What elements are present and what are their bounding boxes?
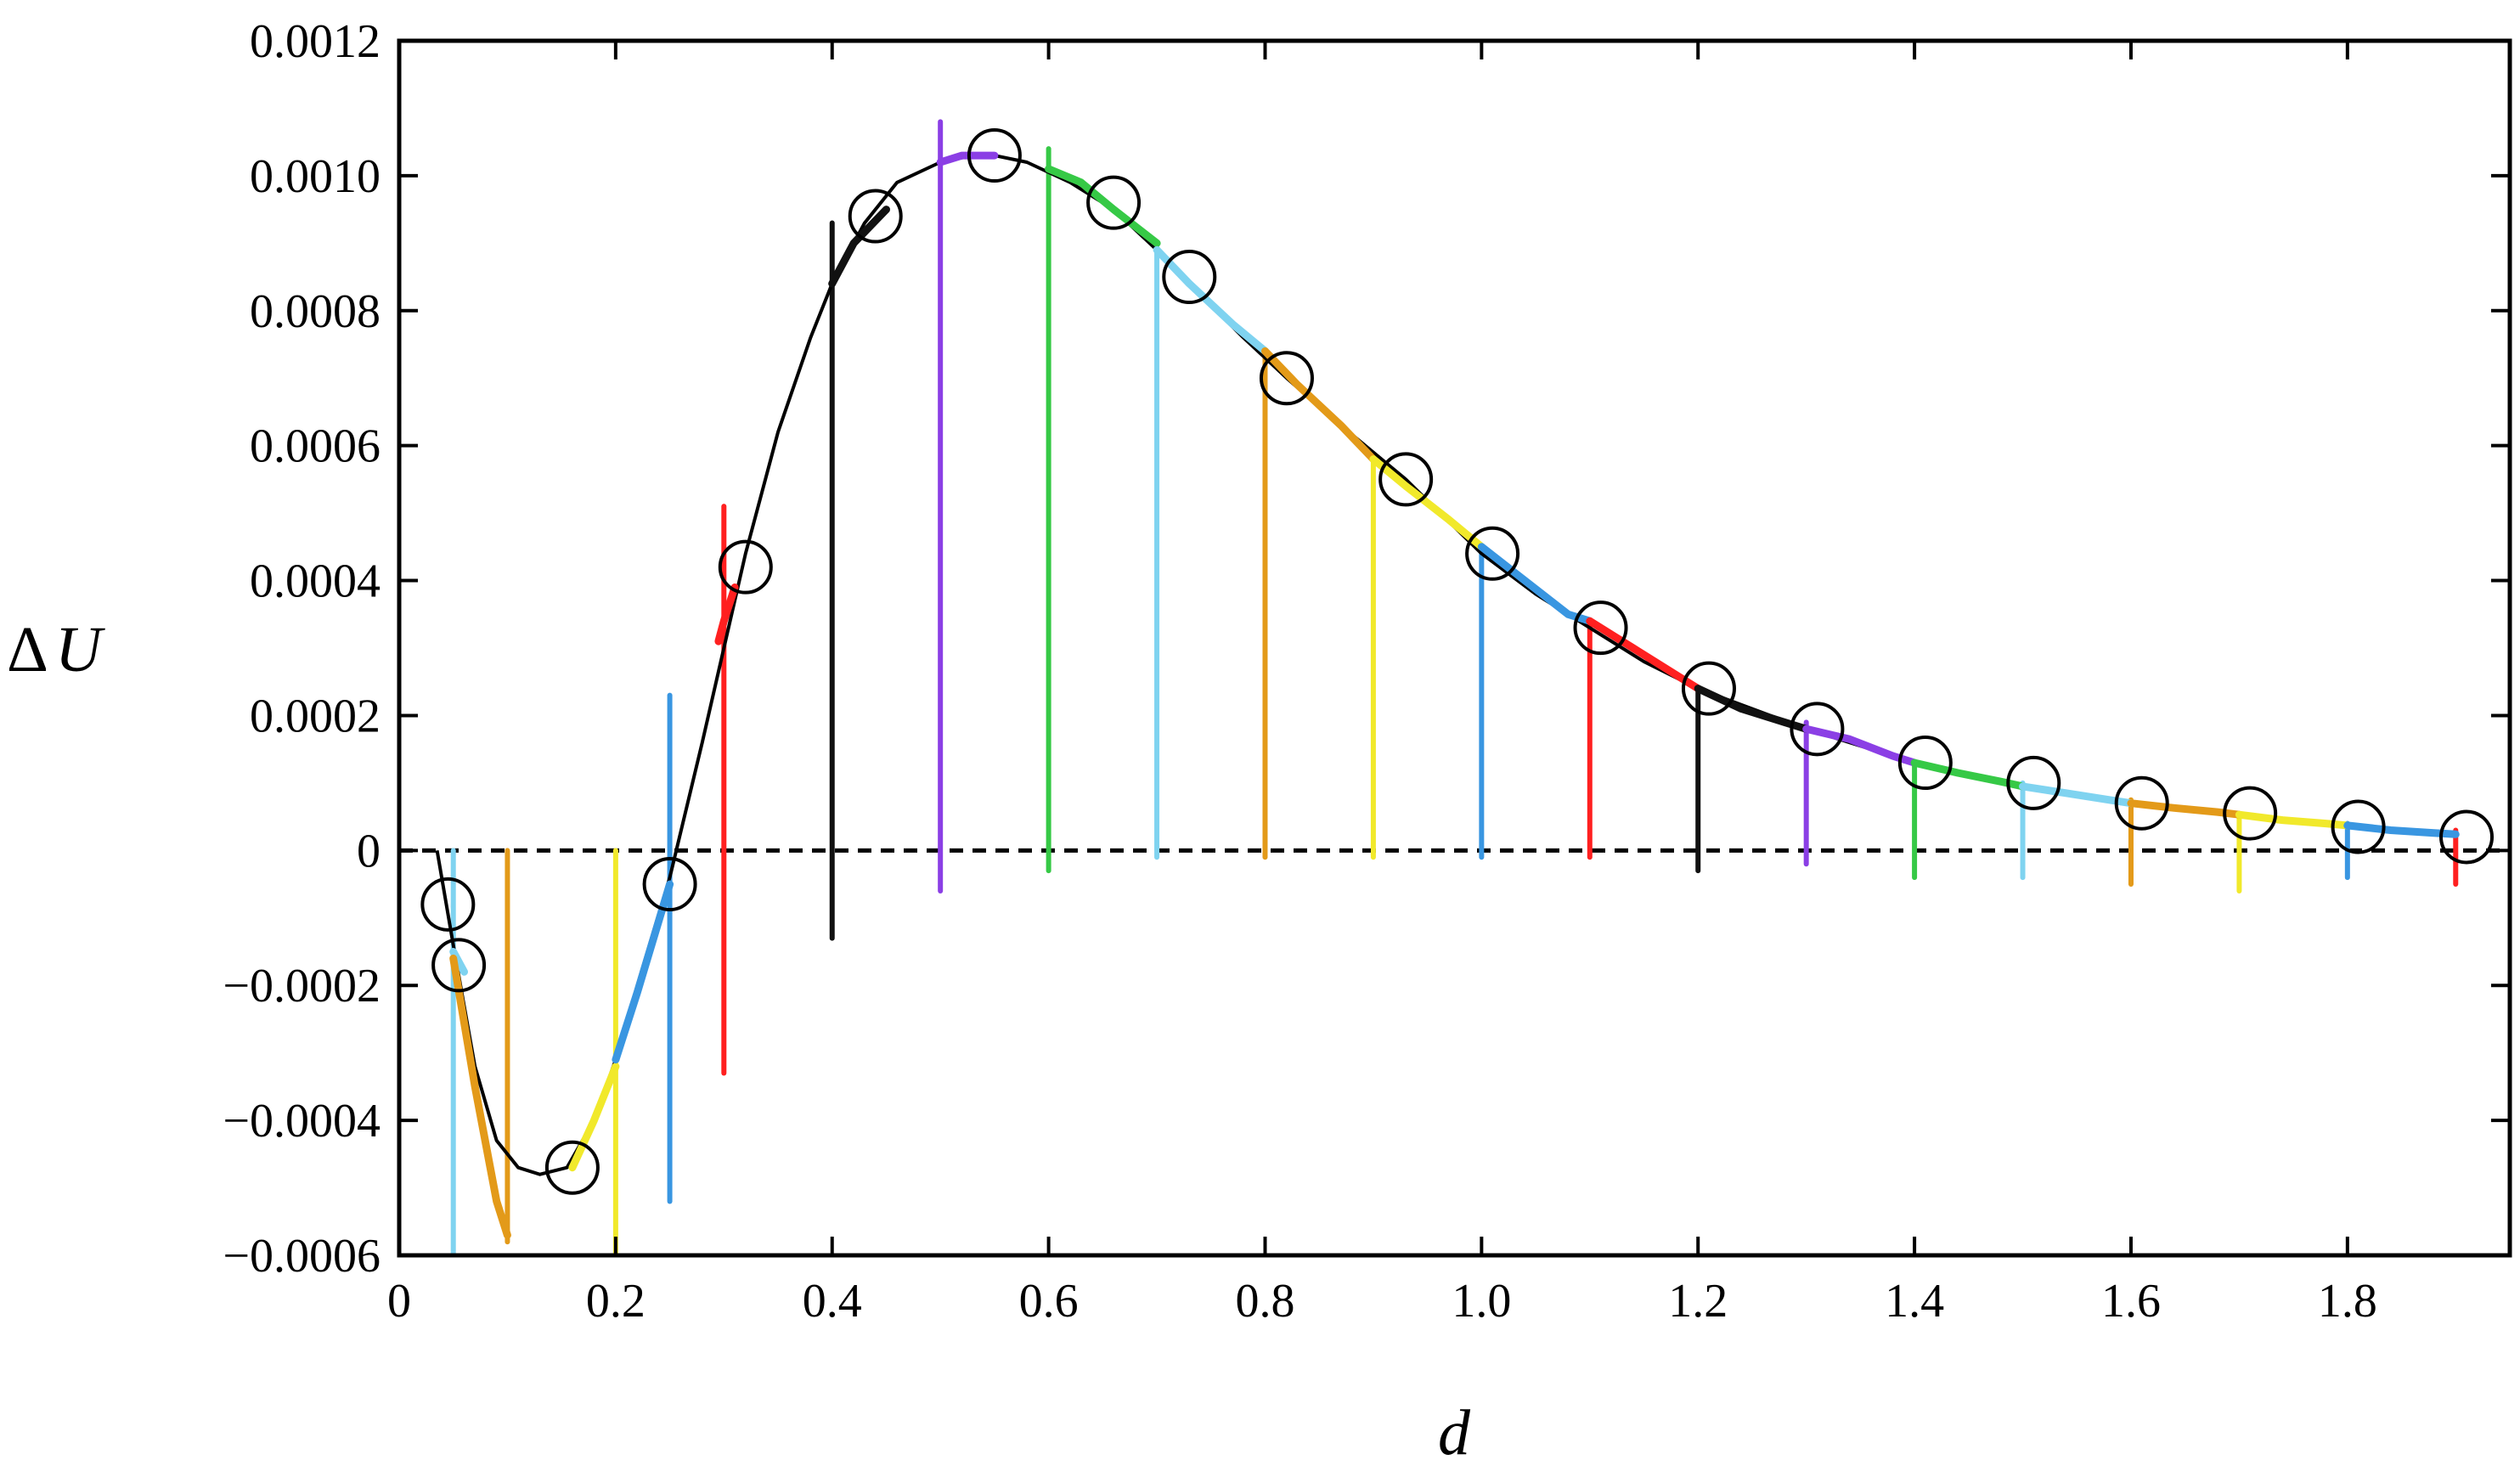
x-tick-label-2: 0.4 bbox=[803, 1275, 862, 1328]
data-circle-20 bbox=[2439, 809, 2495, 865]
series-segment-19 bbox=[2343, 821, 2460, 838]
data-circle-17 bbox=[2114, 775, 2169, 831]
series-segment-13 bbox=[1694, 685, 1811, 733]
data-circle-1 bbox=[431, 938, 487, 993]
x-axis-ticks: 0 0.2 0.4 0.6 0.8 1.0 1.2 1.4 1.6 1.8 bbox=[387, 41, 2377, 1328]
data-circle-6 bbox=[967, 128, 1022, 183]
series-segment-9 bbox=[1261, 347, 1378, 464]
x-tick-label-9: 1.8 bbox=[2318, 1275, 2377, 1328]
data-circle-14 bbox=[1790, 702, 1845, 757]
series-segment-16 bbox=[2019, 782, 2135, 808]
series-segment-2 bbox=[568, 1063, 620, 1172]
y-tick-label-6: 0.0006 bbox=[250, 420, 381, 473]
data-circle-13 bbox=[1681, 661, 1736, 716]
x-tick-label-5: 1.0 bbox=[1452, 1275, 1511, 1328]
x-tick-label-6: 1.2 bbox=[1668, 1275, 1728, 1328]
series-segment-18 bbox=[2235, 810, 2352, 830]
y-tick-label-5: 0.0004 bbox=[250, 555, 381, 608]
y-tick-label-8: 0.0010 bbox=[250, 150, 381, 203]
data-circle-5 bbox=[848, 189, 903, 244]
x-tick-label-4: 0.8 bbox=[1235, 1275, 1294, 1328]
series-segment-4 bbox=[714, 583, 739, 645]
y-axis-label-symbol: Δ bbox=[7, 614, 48, 685]
data-circles bbox=[420, 128, 2495, 1195]
y-axis-label-variable: U bbox=[55, 614, 105, 685]
y-axis-ticks: −0.0006 −0.0004 −0.0002 0 0.0002 0.0004 0.0006… bbox=[223, 15, 2510, 1283]
data-circle-18 bbox=[2223, 786, 2278, 841]
plot-frame bbox=[397, 38, 2512, 1258]
series-curve-segments bbox=[449, 151, 2460, 1239]
series-segment-7 bbox=[1045, 165, 1161, 247]
data-circle-4 bbox=[718, 539, 773, 595]
series-segment-5 bbox=[828, 206, 890, 288]
plot-area bbox=[399, 119, 2510, 1255]
x-tick-label-0: 0 bbox=[387, 1275, 411, 1328]
series-segment-12 bbox=[1586, 617, 1702, 693]
series-segment-14 bbox=[1802, 724, 1919, 767]
y-tick-label-4: 0.0002 bbox=[250, 690, 381, 742]
data-circle-15 bbox=[1897, 736, 1953, 791]
x-tick-label-8: 1.6 bbox=[2101, 1275, 2161, 1328]
series-segment-17 bbox=[2127, 799, 2243, 819]
data-circle-0 bbox=[420, 877, 476, 932]
y-tick-label-9: 0.0012 bbox=[250, 15, 381, 68]
data-circle-16 bbox=[2006, 755, 2061, 810]
x-tick-label-1: 0.2 bbox=[586, 1275, 646, 1328]
y-tick-label-2: −0.0002 bbox=[223, 960, 381, 1012]
data-circle-8 bbox=[1162, 250, 1217, 305]
data-circle-2 bbox=[544, 1140, 600, 1195]
x-axis-label: d bbox=[1438, 1397, 1471, 1469]
series-segment-15 bbox=[1910, 758, 2027, 791]
series-segment-3 bbox=[612, 880, 674, 1064]
data-circle-7 bbox=[1086, 175, 1142, 230]
data-circle-12 bbox=[1573, 600, 1628, 656]
data-circle-3 bbox=[642, 857, 697, 912]
series-segment-1 bbox=[449, 954, 511, 1239]
x-tick-label-3: 0.6 bbox=[1019, 1275, 1079, 1328]
y-tick-label-7: 0.0008 bbox=[250, 285, 381, 338]
series-vertical-lines bbox=[450, 119, 2459, 1255]
series-segment-10 bbox=[1369, 455, 1486, 551]
data-circle-9 bbox=[1259, 351, 1314, 406]
y-tick-label-0: −0.0006 bbox=[223, 1230, 381, 1283]
x-tick-label-7: 1.4 bbox=[1885, 1275, 1944, 1328]
data-circle-11 bbox=[1465, 526, 1520, 581]
data-circle-10 bbox=[1378, 452, 1434, 507]
data-circle-19 bbox=[2331, 799, 2386, 854]
series-segment-6 bbox=[936, 151, 999, 166]
y-tick-label-1: −0.0004 bbox=[223, 1095, 381, 1147]
y-tick-label-3: 0 bbox=[357, 825, 381, 877]
series-segment-8 bbox=[1153, 245, 1269, 355]
